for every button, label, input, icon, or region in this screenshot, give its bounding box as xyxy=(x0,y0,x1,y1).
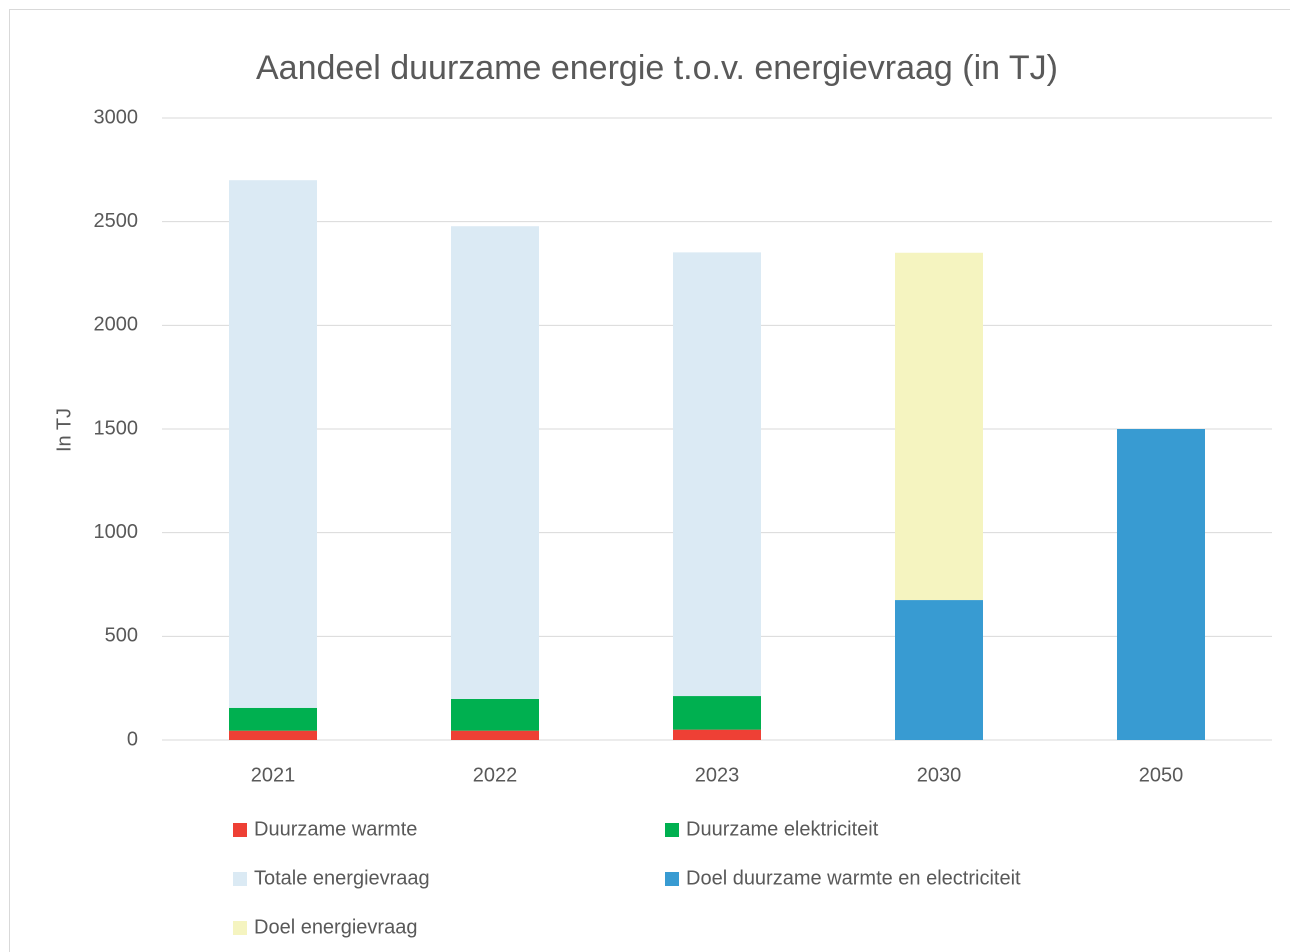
x-tick-label: 2022 xyxy=(473,764,518,786)
x-tick-label: 2050 xyxy=(1139,764,1184,786)
y-tick-label: 0 xyxy=(127,728,138,750)
bar-segment xyxy=(451,226,539,699)
legend-swatch xyxy=(233,872,247,886)
legend-label: Totale energievraag xyxy=(254,867,430,889)
x-tick-label: 2023 xyxy=(695,764,740,786)
legend-label: Duurzame warmte xyxy=(254,818,417,840)
bar-segment xyxy=(229,730,317,740)
y-axis-label: In TJ xyxy=(53,408,75,452)
bar-segment xyxy=(673,252,761,697)
bar-segment xyxy=(451,730,539,740)
y-tick-label: 3000 xyxy=(94,106,139,128)
x-tick-label: 2030 xyxy=(917,764,962,786)
bar-segment xyxy=(673,729,761,740)
legend-label: Duurzame elektriciteit xyxy=(686,818,879,840)
y-tick-label: 2500 xyxy=(94,210,139,232)
y-tick-label: 1000 xyxy=(94,521,139,543)
y-tick-label: 2000 xyxy=(94,314,139,336)
bar-segment xyxy=(895,600,983,740)
bar-segment xyxy=(895,252,983,601)
legend-swatch xyxy=(233,921,247,935)
legend-swatch xyxy=(665,872,679,886)
x-tick-label: 2021 xyxy=(251,764,296,786)
legend-swatch xyxy=(665,823,679,837)
chart-title: Aandeel duurzame energie t.o.v. energiev… xyxy=(256,49,1058,87)
legend-label: Doel duurzame warmte en electriciteit xyxy=(686,867,1021,889)
y-tick-label: 1500 xyxy=(94,417,139,439)
bar-segment xyxy=(451,698,539,731)
chart-frame xyxy=(9,9,1290,952)
y-tick-label: 500 xyxy=(105,625,138,647)
legend-swatch xyxy=(233,823,247,837)
bar-segment xyxy=(673,696,761,730)
bar-segment xyxy=(229,180,317,708)
legend-label: Doel energievraag xyxy=(254,916,417,938)
bar-segment xyxy=(1117,429,1205,740)
bar-segment xyxy=(229,707,317,731)
